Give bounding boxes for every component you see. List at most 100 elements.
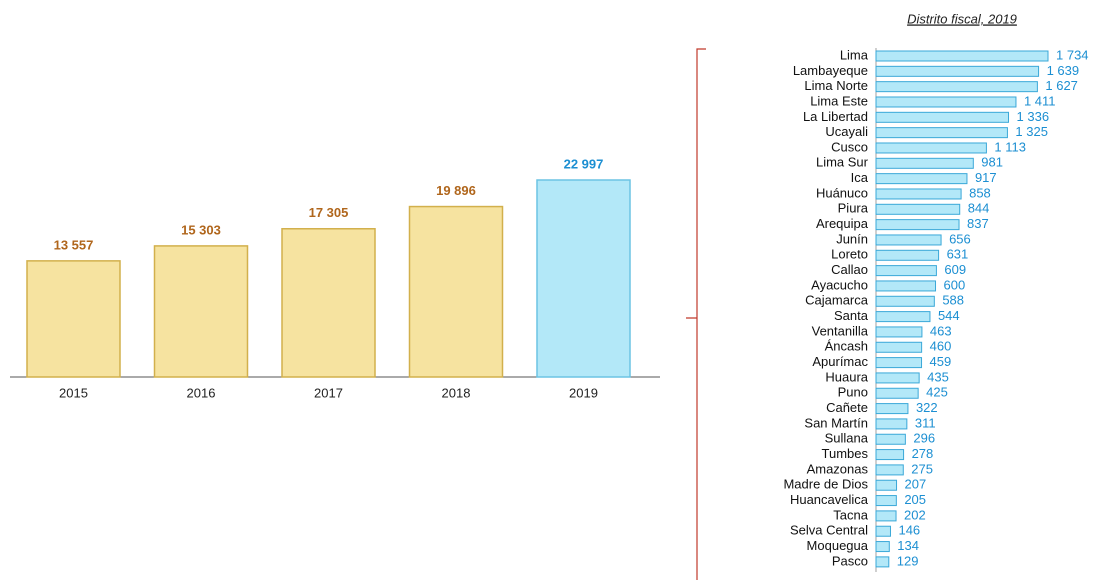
bar xyxy=(875,127,1008,139)
value-label: 844 xyxy=(968,201,990,216)
y-tick-label: Huaura xyxy=(825,369,868,384)
x-tick-label: 2019 xyxy=(569,385,598,400)
value-label: 858 xyxy=(969,185,991,200)
value-label: 435 xyxy=(927,369,949,384)
bar xyxy=(875,525,891,537)
y-tick-label: Puno xyxy=(838,385,868,400)
value-label: 656 xyxy=(949,231,971,246)
value-label: 311 xyxy=(915,415,936,430)
bar xyxy=(875,280,937,292)
y-tick-label: Huancavelica xyxy=(790,492,869,507)
bar xyxy=(875,449,905,461)
bar xyxy=(875,387,919,399)
bar xyxy=(875,372,920,384)
bar xyxy=(875,541,890,553)
value-label: 1 325 xyxy=(1015,124,1048,139)
y-tick-label: Ucayali xyxy=(825,124,868,139)
y-tick-label: Cajamarca xyxy=(805,293,869,308)
y-tick-label: Junín xyxy=(836,231,868,246)
bar xyxy=(281,228,376,378)
y-tick-label: Piura xyxy=(838,201,869,216)
value-label: 609 xyxy=(944,262,966,277)
value-label: 129 xyxy=(897,553,919,568)
bar xyxy=(875,495,897,507)
value-label: 1 734 xyxy=(1056,47,1089,62)
bar xyxy=(875,157,974,169)
x-tick-label: 2015 xyxy=(59,385,88,400)
bar xyxy=(875,203,961,215)
bar xyxy=(875,311,931,323)
x-tick-label: 2017 xyxy=(314,385,343,400)
y-tick-label: Moquegua xyxy=(807,538,869,553)
y-tick-label: La Libertad xyxy=(803,109,868,124)
bar xyxy=(875,479,898,491)
value-label: 13 557 xyxy=(54,237,94,252)
value-label: 1 639 xyxy=(1047,63,1080,78)
value-label: 17 305 xyxy=(309,205,349,220)
value-label: 202 xyxy=(904,507,926,522)
y-tick-label: Cañete xyxy=(826,400,868,415)
bar xyxy=(875,111,1010,123)
y-tick-label: Lima Este xyxy=(810,93,868,108)
bar xyxy=(875,403,909,415)
value-label: 1 336 xyxy=(1017,109,1050,124)
bar xyxy=(875,326,923,338)
y-tick-label: Lima Norte xyxy=(804,78,868,93)
value-label: 425 xyxy=(926,385,948,400)
y-tick-label: Sullana xyxy=(825,431,869,446)
bar xyxy=(875,464,904,476)
bar xyxy=(875,357,923,369)
y-tick-label: Ventanilla xyxy=(812,323,869,338)
chart-title: Distrito fiscal, 2019 xyxy=(907,11,1017,26)
bar xyxy=(875,96,1017,108)
bar xyxy=(875,81,1038,93)
bar xyxy=(875,173,968,185)
y-tick-label: Ayacucho xyxy=(811,277,868,292)
y-tick-label: Áncash xyxy=(825,339,868,354)
x-tick-label: 2018 xyxy=(442,385,471,400)
y-tick-label: Tumbes xyxy=(822,446,869,461)
y-tick-label: Huánuco xyxy=(816,185,868,200)
y-tick-label: Tacna xyxy=(833,507,868,522)
bar xyxy=(875,234,942,246)
bar xyxy=(875,65,1040,77)
y-tick-label: Santa xyxy=(834,308,869,323)
value-label: 296 xyxy=(913,431,935,446)
value-label: 631 xyxy=(947,247,969,262)
value-label: 544 xyxy=(938,308,960,323)
y-tick-label: Lambayeque xyxy=(793,63,868,78)
y-tick-label: Lima Sur xyxy=(816,155,869,170)
y-tick-label: Selva Central xyxy=(790,523,868,538)
value-label: 275 xyxy=(911,461,933,476)
y-tick-label: Arequipa xyxy=(816,216,869,231)
bar xyxy=(875,341,923,353)
value-label: 134 xyxy=(897,538,919,553)
value-label: 207 xyxy=(905,477,927,492)
bar xyxy=(875,249,940,261)
bar xyxy=(875,219,960,231)
bar xyxy=(26,260,121,378)
value-label: 1 411 xyxy=(1024,93,1056,108)
bar xyxy=(536,179,631,378)
bar xyxy=(875,556,890,568)
value-label: 981 xyxy=(981,155,1003,170)
value-label: 1 627 xyxy=(1045,78,1078,93)
bar xyxy=(875,418,908,430)
value-label: 1 113 xyxy=(994,139,1026,154)
bar xyxy=(875,510,897,522)
y-tick-label: Cusco xyxy=(831,139,868,154)
value-label: 322 xyxy=(916,400,938,415)
value-label: 588 xyxy=(942,293,964,308)
bar xyxy=(875,142,987,154)
value-label: 459 xyxy=(930,354,952,369)
bracket xyxy=(686,48,706,580)
value-label: 278 xyxy=(912,446,934,461)
value-label: 460 xyxy=(930,339,952,354)
bar xyxy=(875,265,937,277)
value-label: 837 xyxy=(967,216,989,231)
y-tick-label: Loreto xyxy=(831,247,868,262)
value-label: 463 xyxy=(930,323,952,338)
value-label: 146 xyxy=(898,523,920,538)
value-label: 22 997 xyxy=(564,156,604,171)
